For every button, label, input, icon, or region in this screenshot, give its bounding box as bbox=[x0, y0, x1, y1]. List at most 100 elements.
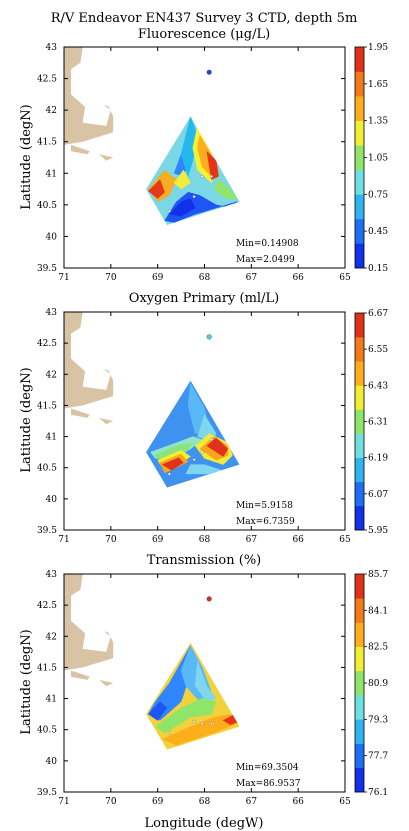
colorbar-tick-label: 80.9 bbox=[368, 679, 388, 689]
x-tick-label: 71 bbox=[58, 797, 69, 807]
colorbar-segment bbox=[355, 337, 364, 362]
x-tick-label: 67 bbox=[246, 535, 258, 545]
contour-band bbox=[206, 150, 219, 180]
colorbar-segment bbox=[355, 433, 364, 458]
colorbar-segment bbox=[355, 695, 364, 720]
colorbar-segment bbox=[355, 361, 364, 386]
colorbar-tick-label: 82.5 bbox=[368, 643, 388, 653]
contour-band bbox=[194, 661, 217, 702]
colorbar-segment bbox=[355, 743, 364, 769]
colorbar-segment bbox=[355, 145, 364, 171]
station-marker bbox=[167, 731, 171, 735]
colorbar-segment bbox=[355, 169, 364, 195]
panel-1-min: Min=0.14908 bbox=[236, 239, 299, 249]
colorbar-tick-label: 0.75 bbox=[368, 190, 388, 200]
x-tick-label: 65 bbox=[339, 797, 351, 807]
y-tick-label: 42 bbox=[46, 632, 57, 642]
colorbar-segment bbox=[355, 719, 364, 744]
contour-band bbox=[213, 179, 238, 199]
contour-base bbox=[146, 116, 240, 226]
panel-3-plot[interactable]: 71 70 69 68 67 66 65 43 42.5 42 41.5 41 40.5 40 39.5 bbox=[37, 570, 351, 807]
panel-2-plot[interactable]: 71 70 69 68 67 66 65 43 42.5 42 41.5 41 40.5 40 39.5 bbox=[37, 308, 351, 545]
y-tick-label: 41.5 bbox=[37, 401, 57, 411]
land-polygon bbox=[64, 312, 114, 409]
x-tick-label: 66 bbox=[292, 797, 304, 807]
y-tick-label: 40.5 bbox=[37, 201, 57, 211]
contour-field bbox=[146, 642, 240, 750]
colorbar-tick-label: 84.1 bbox=[368, 606, 388, 616]
x-tick-label: 69 bbox=[152, 273, 164, 283]
panel-2-max: Max=6.7359 bbox=[236, 517, 295, 527]
colorbar-tick-label: 0.45 bbox=[368, 227, 388, 237]
y-tick-label: 42.5 bbox=[37, 339, 57, 349]
y-tick-label: 40 bbox=[46, 495, 58, 505]
colorbar-segment bbox=[355, 670, 364, 696]
y-tick-label: 40.5 bbox=[37, 726, 57, 736]
y-tick-label: 41 bbox=[46, 433, 57, 443]
colorbar-segment bbox=[355, 622, 364, 647]
land-polygon bbox=[71, 144, 90, 155]
station-marker bbox=[192, 195, 196, 199]
colorbar-segment bbox=[355, 409, 364, 434]
panel-3-xlabel: Longitude (degW) bbox=[145, 816, 264, 831]
colorbar-tick-label: 6.31 bbox=[368, 418, 388, 428]
station-marker bbox=[192, 458, 196, 462]
land-polygon bbox=[99, 679, 114, 687]
y-tick-label: 39.5 bbox=[37, 264, 57, 274]
station-marker bbox=[210, 721, 214, 725]
x-tick-label: 71 bbox=[58, 535, 69, 545]
x-tick-label: 71 bbox=[58, 273, 69, 283]
panel-2-min: Min=5.9158 bbox=[236, 501, 293, 511]
panel-1-colorbar: 1.95 1.65 1.35 1.05 0.75 0.45 0.15 bbox=[354, 43, 388, 274]
colorbar-segment bbox=[355, 96, 364, 121]
panel-1-max: Max=2.0499 bbox=[236, 255, 295, 265]
panel-3-max: Max=86.9537 bbox=[236, 779, 301, 789]
x-tick-label: 70 bbox=[105, 273, 117, 283]
x-tick-label: 65 bbox=[339, 535, 351, 545]
panel-1-plot[interactable]: 71 70 69 68 67 66 65 43 42.5 42 41.5 41 40.5 40 39.5 bbox=[37, 43, 351, 283]
land-polygon bbox=[71, 670, 90, 680]
contour-band bbox=[206, 437, 229, 457]
colorbar-segment bbox=[355, 243, 364, 269]
station-marker bbox=[167, 209, 171, 213]
y-tick-label: 42.5 bbox=[37, 601, 57, 611]
colorbar-tick-label: 77.7 bbox=[368, 752, 388, 762]
station-marker bbox=[210, 174, 214, 178]
x-tick-label: 66 bbox=[292, 535, 304, 545]
y-tick-label: 42.5 bbox=[37, 75, 57, 85]
station-marker bbox=[200, 450, 204, 454]
panel-3-min: Min=69.3504 bbox=[236, 763, 299, 773]
colorbar-segment bbox=[355, 120, 364, 146]
contour-band bbox=[154, 698, 217, 734]
colorbar-segment bbox=[355, 481, 364, 507]
colorbar-tick-label: 76.1 bbox=[368, 788, 388, 798]
x-tick-label: 68 bbox=[199, 273, 211, 283]
contour-band bbox=[147, 701, 168, 721]
x-tick-label: 65 bbox=[339, 273, 351, 283]
contour-band bbox=[168, 198, 196, 217]
colorbar-segment bbox=[355, 385, 364, 410]
contour-field bbox=[146, 116, 240, 226]
colorbar-segment bbox=[355, 457, 364, 483]
y-tick-label: 43 bbox=[46, 570, 58, 580]
contour-field bbox=[146, 380, 240, 488]
panel-3-colorbar: 85.7 84.1 82.5 80.9 79.3 77.7 76.1 bbox=[354, 570, 388, 798]
colorbar-tick-label: 1.05 bbox=[368, 154, 388, 164]
colorbar-tick-label: 1.65 bbox=[368, 80, 388, 90]
y-tick-label: 40 bbox=[46, 757, 58, 767]
colorbar-tick-label: 6.55 bbox=[368, 345, 388, 355]
y-tick-label: 42 bbox=[46, 106, 57, 116]
contour-band bbox=[161, 457, 184, 471]
y-tick-label: 41.5 bbox=[37, 663, 57, 673]
colorbar-tick-label: 6.19 bbox=[368, 454, 388, 464]
contour-band bbox=[197, 134, 212, 178]
colorbar-tick-label: 6.07 bbox=[368, 490, 388, 500]
colorbar-tick-label: 1.35 bbox=[368, 117, 388, 127]
colorbar-tick-label: 79.3 bbox=[368, 715, 388, 725]
station-point bbox=[206, 334, 212, 340]
colorbar-segment bbox=[355, 71, 364, 97]
x-tick-label: 69 bbox=[152, 535, 164, 545]
colorbar-segment bbox=[355, 598, 364, 623]
panel-2-ylabel: Latitude (degN) bbox=[19, 367, 34, 472]
